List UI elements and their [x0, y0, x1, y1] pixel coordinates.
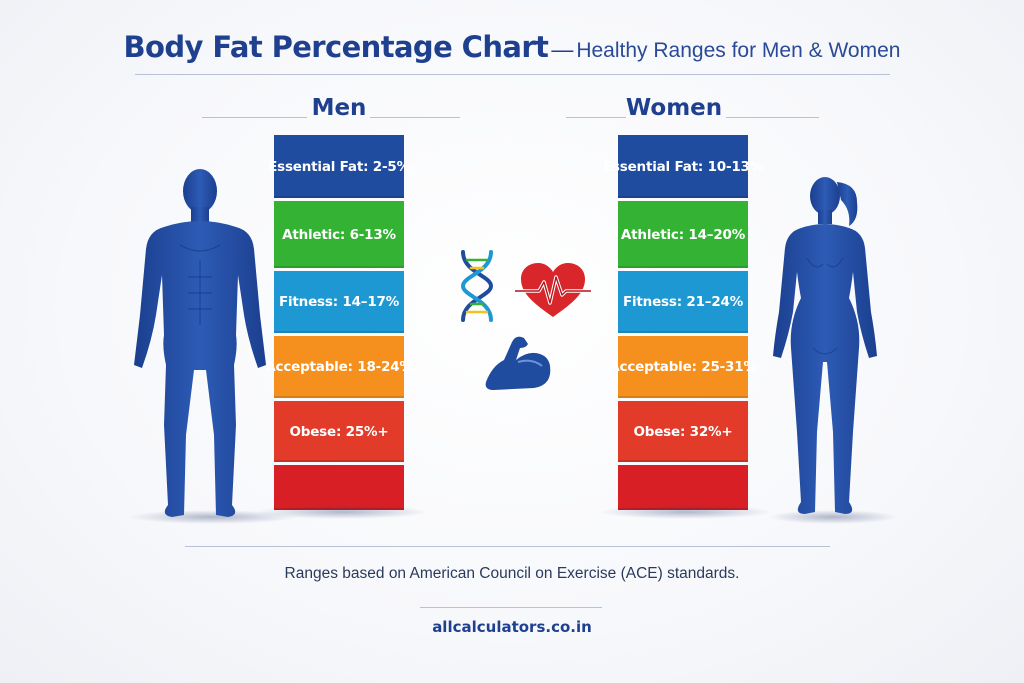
footer-divider — [185, 546, 830, 547]
band-label: Obese: 25%+ — [289, 423, 389, 440]
dna-icon — [460, 250, 494, 322]
men-band-athletic: Athletic: 6-13% — [274, 201, 404, 268]
men-heading-rule-left — [202, 117, 307, 118]
women-band-fitness: Fitness: 21–24% — [618, 271, 748, 333]
women-band-essential: Essential Fat: 10-13% — [603, 135, 763, 198]
women-band-athletic: Athletic: 14–20% — [618, 201, 748, 268]
site-rule — [420, 607, 602, 608]
men-column-shadow — [255, 505, 430, 519]
men-range-column: Essential Fat: 2-5% Athletic: 6-13% Fitn… — [265, 135, 413, 510]
female-figure-shadow — [768, 510, 898, 524]
women-band-obese: Obese: 32%+ — [618, 401, 748, 462]
title-dash: — — [551, 37, 574, 62]
women-heading-rule-right — [726, 117, 819, 118]
men-band-base — [274, 465, 404, 510]
band-label: Essential Fat: 10-13% — [602, 158, 764, 175]
men-band-fitness: Fitness: 14–17% — [274, 271, 404, 333]
flexed-arm-icon — [485, 336, 551, 390]
source-note: Ranges based on American Council on Exer… — [284, 565, 740, 582]
band-label: Athletic: 6-13% — [282, 226, 396, 243]
male-figure-icon — [134, 169, 266, 517]
band-label: Acceptable: 18-24% — [265, 359, 413, 375]
men-band-acceptable: Acceptable: 18-24% — [265, 336, 413, 398]
band-label: Athletic: 14–20% — [620, 226, 746, 243]
women-range-column: Essential Fat: 10-13% Athletic: 14–20% F… — [603, 135, 763, 510]
men-band-essential: Essential Fat: 2-5% — [268, 135, 410, 198]
women-column-shadow — [598, 505, 773, 519]
women-heading-rule-left — [566, 117, 626, 118]
women-band-base — [618, 465, 748, 510]
title-main: Body Fat Percentage Chart — [123, 30, 549, 64]
page-title: Body Fat Percentage Chart — Healthy Ranges… — [0, 30, 1024, 64]
band-label: Acceptable: 25-31% — [609, 359, 757, 375]
women-band-acceptable: Acceptable: 25-31% — [609, 336, 757, 398]
title-subtitle: Healthy Ranges for Men & Women — [576, 39, 901, 62]
female-figure-icon — [773, 177, 877, 514]
men-heading: Men — [311, 95, 367, 121]
band-label: Obese: 32%+ — [633, 423, 733, 440]
men-heading-rule-right — [370, 117, 460, 118]
title-underline — [135, 74, 890, 75]
band-label: Fitness: 14–17% — [278, 294, 400, 310]
heart-pulse-icon — [515, 263, 591, 317]
band-label: Essential Fat: 2-5% — [268, 158, 410, 175]
band-label: Fitness: 21–24% — [622, 294, 744, 310]
men-band-obese: Obese: 25%+ — [274, 401, 404, 462]
women-heading: Women — [625, 95, 723, 121]
site-credit: allcalculators.co.in — [432, 618, 592, 636]
